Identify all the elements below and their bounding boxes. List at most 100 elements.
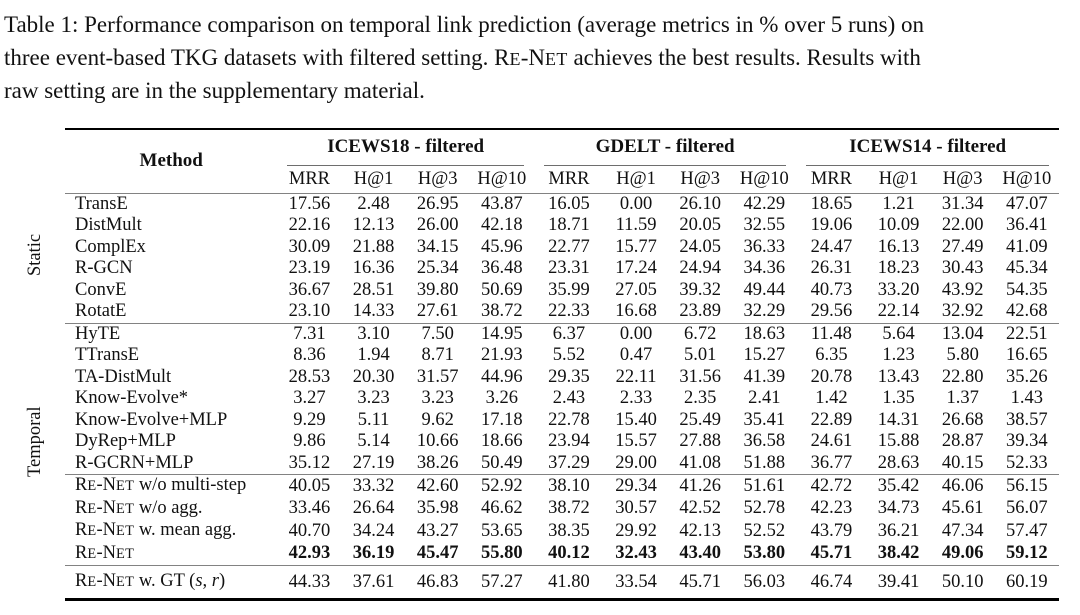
value-cell: 27.61 <box>416 301 459 321</box>
group-header-label: ICEWS18 - filtered <box>327 135 485 157</box>
value-cell: 44.33 <box>288 571 331 592</box>
value-cell: 56.07 <box>1006 498 1048 518</box>
method-cell: HyTE <box>75 323 121 344</box>
method-cell: RE-NET w/o agg. <box>75 497 203 518</box>
value-cell: 52.52 <box>743 520 786 541</box>
value-cell: 3.27 <box>293 388 326 408</box>
value-cell: 9.29 <box>293 409 326 430</box>
value-cell: 26.64 <box>352 498 395 518</box>
value-cell: 23.31 <box>548 258 590 278</box>
metric-header-h1: H@1 <box>353 168 394 189</box>
value-cell: 26.31 <box>810 258 853 278</box>
value-cell: 34.36 <box>743 258 786 278</box>
value-cell: 53.65 <box>481 520 523 541</box>
method-cell: TA-DistMult <box>75 366 172 387</box>
value-cell: 38.72 <box>548 498 590 518</box>
value-cell: 36.67 <box>288 279 331 300</box>
value-cell: 32.92 <box>941 301 984 321</box>
method-cell: RotatE <box>75 301 127 321</box>
group-header-label: ICEWS14 - filtered <box>849 135 1007 157</box>
value-cell: 42.29 <box>743 193 786 214</box>
value-cell: 15.77 <box>615 236 657 257</box>
value-cell: 49.06 <box>941 543 984 563</box>
value-cell: 25.34 <box>416 258 459 278</box>
group-header-label: GDELT - filtered <box>595 135 735 157</box>
group-header-rule <box>543 164 787 166</box>
value-cell: 41.08 <box>679 452 721 473</box>
value-cell: 10.09 <box>877 215 920 235</box>
value-cell: 14.33 <box>352 301 395 321</box>
value-cell: 22.14 <box>877 301 920 321</box>
table-row: Know-Evolve+MLP 9.29 5.11 9.62 17.18 22.78 15.… <box>65 410 1059 432</box>
value-cell: 23.10 <box>288 301 331 321</box>
value-cell: 20.05 <box>679 215 721 235</box>
value-cell: 32.43 <box>615 543 657 563</box>
value-cell: 39.34 <box>1006 431 1048 451</box>
value-cell: 7.50 <box>421 323 454 344</box>
value-cell: 21.93 <box>481 345 523 365</box>
value-cell: 52.33 <box>1006 452 1048 473</box>
value-cell: 33.54 <box>615 571 657 592</box>
value-cell: 40.15 <box>941 452 984 473</box>
value-cell: 47.34 <box>941 520 984 541</box>
value-cell: 30.43 <box>941 258 984 278</box>
metric-header-mrr: MRR <box>548 168 590 189</box>
value-cell: 10.66 <box>416 431 459 451</box>
value-cell: 2.48 <box>357 193 390 214</box>
value-cell: 3.10 <box>357 323 390 344</box>
value-cell: 27.49 <box>941 236 984 257</box>
value-cell: 34.15 <box>416 236 459 257</box>
value-cell: 22.16 <box>288 215 331 235</box>
value-cell: 22.80 <box>941 366 984 387</box>
value-cell: 38.57 <box>1006 409 1048 430</box>
value-cell: 21.88 <box>352 236 395 257</box>
value-cell: 3.23 <box>357 388 390 408</box>
value-cell: 2.41 <box>748 388 781 408</box>
value-cell: 13.43 <box>877 366 920 387</box>
value-cell: 39.80 <box>416 279 459 300</box>
value-cell: 45.34 <box>1006 258 1048 278</box>
value-cell: 16.36 <box>352 258 395 278</box>
value-cell: 5.11 <box>357 409 390 430</box>
value-cell: 41.80 <box>548 571 590 592</box>
value-cell: 29.00 <box>615 452 657 473</box>
value-cell: 1.37 <box>946 388 979 408</box>
value-cell: 15.88 <box>877 431 920 451</box>
method-cell: DistMult <box>75 215 142 235</box>
value-cell: 43.92 <box>941 279 984 300</box>
value-cell: 45.96 <box>481 236 523 257</box>
value-cell: 26.95 <box>416 193 459 214</box>
method-cell: Know-Evolve* <box>75 388 189 408</box>
value-cell: 29.35 <box>548 366 590 387</box>
metric-header-h10: H@10 <box>739 168 789 189</box>
value-cell: 46.06 <box>941 475 984 496</box>
value-cell: 29.34 <box>615 475 657 496</box>
method-cell: TTransE <box>75 345 140 365</box>
value-cell: 27.19 <box>352 452 395 473</box>
value-cell: 42.93 <box>288 543 331 563</box>
value-cell: 36.48 <box>481 258 523 278</box>
value-cell: 41.09 <box>1006 236 1048 257</box>
value-cell: 27.88 <box>679 431 721 451</box>
value-cell: 25.49 <box>679 409 721 430</box>
value-cell: 33.20 <box>877 279 920 300</box>
group-header-icews14: ICEWS14 - filtered <box>796 129 1059 166</box>
value-cell: 50.49 <box>481 452 523 473</box>
value-cell: 29.92 <box>615 520 657 541</box>
value-cell: 33.32 <box>352 475 395 496</box>
value-cell: 40.73 <box>810 279 853 300</box>
table-row: DistMult 22.16 12.13 26.00 42.18 18.71 11.59 20… <box>65 215 1059 237</box>
value-cell: 32.55 <box>743 215 786 235</box>
value-cell: 52.78 <box>743 498 786 518</box>
value-cell: 6.72 <box>683 323 717 344</box>
value-cell: 39.41 <box>877 571 920 592</box>
value-cell: 7.31 <box>293 323 326 344</box>
value-cell: 36.33 <box>743 236 786 257</box>
value-cell: 35.12 <box>288 452 331 473</box>
value-cell: 1.42 <box>815 388 848 408</box>
value-cell: 45.71 <box>679 571 721 592</box>
value-cell: 26.10 <box>679 193 721 214</box>
value-cell: 38.10 <box>548 475 590 496</box>
method-cell: ComplEx <box>75 236 146 257</box>
table-row: RE-NET w/o multi-step 40.05 33.32 42.60 52.9… <box>65 475 1059 498</box>
